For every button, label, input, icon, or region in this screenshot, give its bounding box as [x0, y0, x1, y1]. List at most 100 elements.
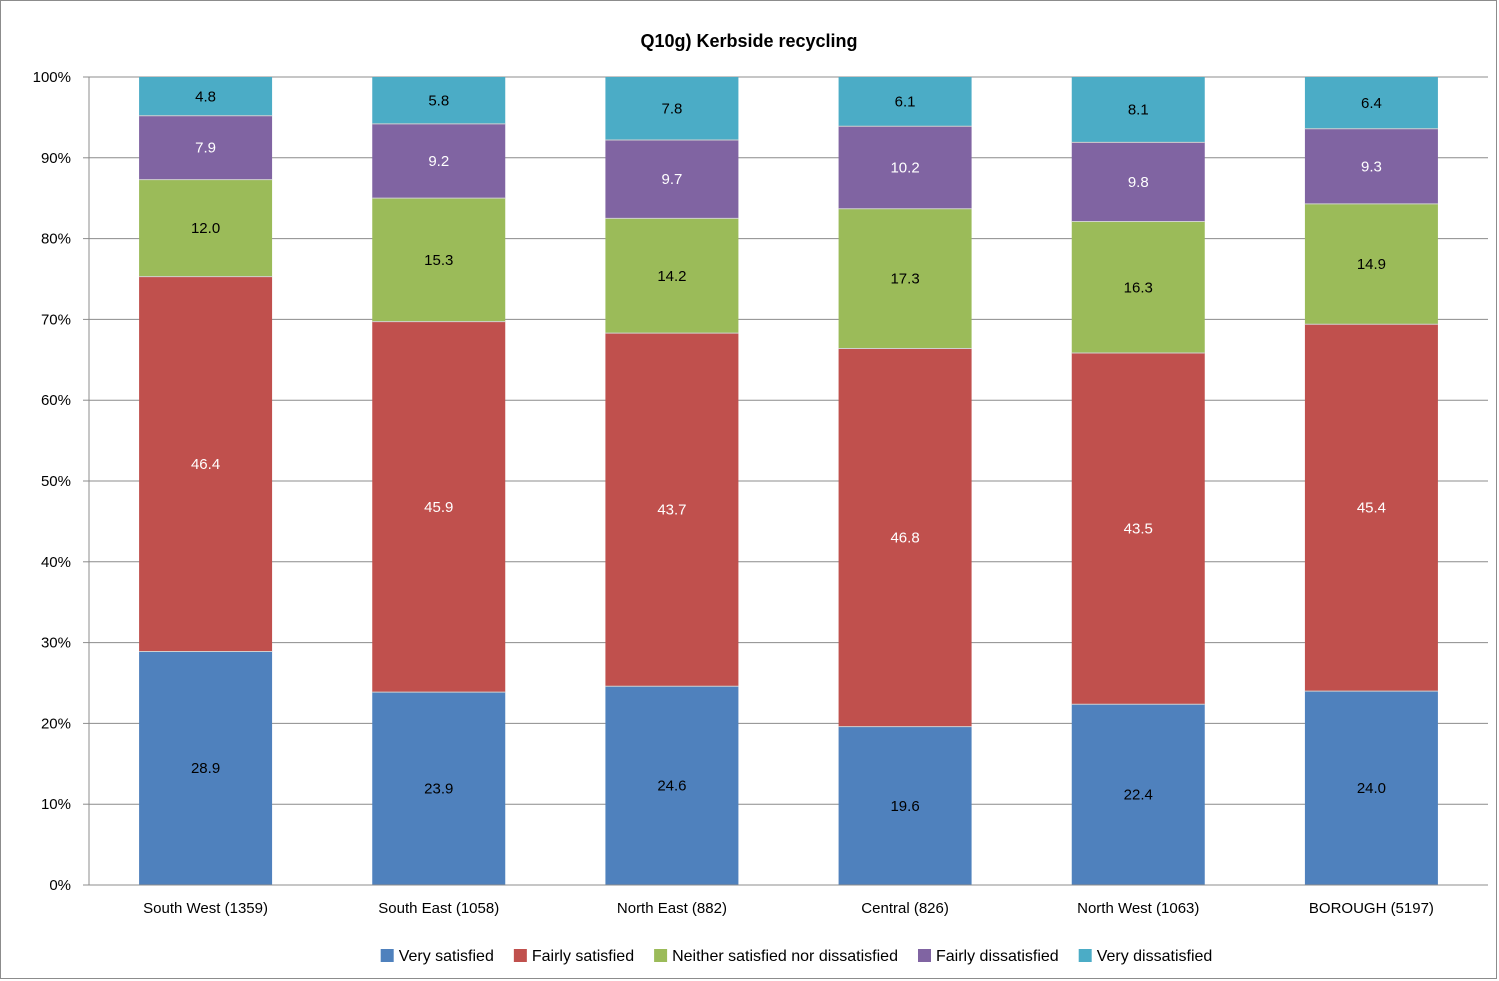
bars: 28.9 46.4 12.0 7.9 4.8 23.9 45.9 15.3 9.2 5.8 24.6… — [139, 77, 1438, 885]
x-tick-label: North East (882) — [617, 900, 727, 917]
legend-swatch — [654, 949, 668, 962]
legend: Very satisfied Fairly satisfied Neither sa… — [380, 948, 1213, 965]
bar-segment — [1304, 203, 1438, 325]
bar-stack: 22.4 43.5 16.3 9.8 8.1 — [1071, 77, 1205, 885]
bar-segment — [139, 77, 273, 116]
bar-segment — [838, 208, 972, 349]
data-label: 12.0 — [191, 220, 220, 237]
y-axis: 0% 10% 20% 30% 40% 50% 60% 70% 80% 90% 100% — [33, 69, 90, 894]
y-tick-label: 70% — [41, 311, 71, 328]
y-tick-label: 10% — [41, 796, 71, 813]
data-label: 23.9 — [424, 781, 453, 798]
x-axis: South West (1359) South East (1058) North … — [89, 884, 1488, 917]
data-label: 4.8 — [195, 88, 216, 105]
data-label: 5.8 — [428, 92, 449, 109]
data-label: 9.7 — [661, 171, 682, 188]
data-label: 45.4 — [1357, 500, 1386, 517]
bar-segment — [1071, 221, 1205, 354]
data-label: 15.3 — [424, 252, 453, 269]
data-label: 43.5 — [1124, 521, 1153, 538]
y-tick-label: 90% — [41, 150, 71, 167]
legend-label: Fairly dissatisfied — [936, 948, 1059, 965]
y-tick-label: 100% — [33, 69, 71, 86]
legend-label: Very dissatisfied — [1097, 948, 1213, 965]
y-tick-label: 40% — [41, 554, 71, 571]
bar-segment — [372, 123, 506, 199]
data-label: 6.1 — [895, 94, 916, 111]
data-label: 9.8 — [1128, 174, 1149, 191]
data-label: 14.9 — [1357, 256, 1386, 273]
legend-swatch — [513, 949, 527, 962]
x-tick-label: South East (1058) — [378, 900, 499, 917]
gridlines — [89, 76, 1488, 886]
y-tick-label: 60% — [41, 392, 71, 409]
data-label: 43.7 — [657, 502, 686, 519]
x-tick-label: North West (1063) — [1077, 900, 1199, 917]
y-tick-label: 0% — [49, 877, 71, 894]
bar-segment — [838, 126, 972, 209]
bar-segment — [605, 140, 739, 219]
bar-segment — [605, 218, 739, 334]
bar-stack: 19.6 46.8 17.3 10.2 6.1 — [838, 77, 972, 885]
data-label: 24.6 — [657, 778, 686, 795]
y-tick-label: 30% — [41, 635, 71, 652]
bar-segment — [838, 348, 972, 727]
bar-segment — [605, 77, 739, 141]
data-label: 22.4 — [1124, 787, 1153, 804]
y-tick-label: 50% — [41, 473, 71, 490]
bar-segment — [1071, 77, 1205, 143]
legend-swatch — [917, 949, 931, 962]
x-tick-label: BOROUGH (5197) — [1309, 900, 1434, 917]
legend-swatch — [1078, 949, 1092, 962]
bar-segment — [1304, 128, 1438, 204]
data-label: 28.9 — [191, 760, 220, 777]
bar-segment — [372, 198, 506, 322]
bar-segment — [139, 651, 273, 885]
data-label: 24.0 — [1357, 780, 1386, 797]
bar-segment — [838, 77, 972, 127]
data-label: 9.3 — [1361, 158, 1382, 175]
data-label: 6.4 — [1361, 95, 1382, 112]
data-label: 45.9 — [424, 499, 453, 516]
data-label: 16.3 — [1124, 279, 1153, 296]
legend-swatch — [380, 949, 394, 962]
bar-segment — [838, 726, 972, 885]
bar-stack: 24.0 45.4 14.9 9.3 6.4 — [1304, 77, 1438, 885]
bar-stack: 24.6 43.7 14.2 9.7 7.8 — [605, 77, 739, 885]
data-label: 46.4 — [191, 456, 220, 473]
data-label: 8.1 — [1128, 102, 1149, 119]
bar-stack: 23.9 45.9 15.3 9.2 5.8 — [372, 77, 506, 885]
data-label: 19.6 — [890, 798, 919, 815]
bar-segment — [139, 179, 273, 277]
bar-segment — [605, 686, 739, 885]
bar-segment — [1304, 691, 1438, 885]
bar-segment — [372, 321, 506, 693]
data-label: 17.3 — [890, 271, 919, 288]
bar-segment — [605, 333, 739, 687]
bar-segment — [1304, 324, 1438, 692]
bar-segment — [1071, 353, 1205, 705]
x-tick-label: South West (1359) — [143, 900, 268, 917]
data-label: 7.9 — [195, 140, 216, 157]
data-label: 10.2 — [890, 159, 919, 176]
y-tick-label: 20% — [41, 715, 71, 732]
bar-segment — [372, 77, 506, 124]
data-label: 14.2 — [657, 268, 686, 285]
data-label: 7.8 — [661, 101, 682, 118]
chart-title: Q10g) Kerbside recycling — [640, 31, 857, 51]
legend-label: Fairly satisfied — [532, 948, 634, 965]
bar-segment — [1071, 142, 1205, 222]
x-tick-label: Central (826) — [861, 900, 949, 917]
bar-stack: 28.9 46.4 12.0 7.9 4.8 — [139, 77, 273, 885]
y-tick-label: 80% — [41, 231, 71, 248]
legend-label: Neither satisfied nor dissatisfied — [672, 948, 898, 965]
data-label: 46.8 — [890, 530, 919, 547]
bar-segment — [139, 276, 273, 652]
legend-label: Very satisfied — [399, 948, 494, 965]
bar-segment — [1304, 77, 1438, 129]
data-label: 9.2 — [428, 153, 449, 170]
bar-segment — [372, 692, 506, 885]
bar-segment — [1071, 704, 1205, 885]
